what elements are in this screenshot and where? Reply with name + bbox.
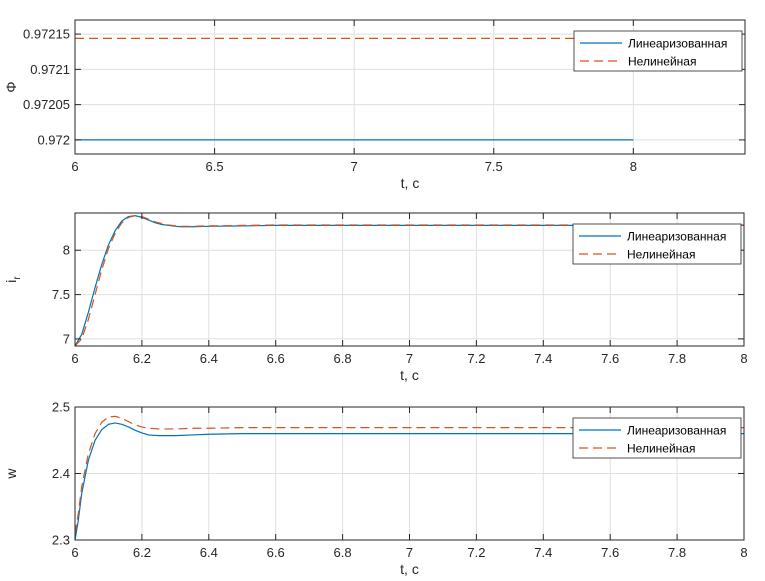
chart1-y-tick-label-1: 0.97205 [23, 97, 70, 112]
chart2-legend-box [572, 223, 742, 265]
chart3-legend-label-nonlinear: Нелинейная [627, 442, 695, 456]
chart3-x-axis-label: t, c [400, 561, 419, 577]
chart3-y-axis-label: w [3, 468, 19, 480]
chart1-panel: 6 6.5 7 7.5 8 0.972 0.97205 0.9721 0.97215 t, c Φ Л… [3, 19, 746, 191]
chart2-x-tick-label-8: 7.6 [601, 351, 619, 366]
chart2-legend-label-nonlinear: Нелинейная [627, 248, 695, 262]
chart2-x-tick-label-4: 6.8 [334, 351, 352, 366]
chart2-y-tick-label-1: 7.5 [52, 287, 70, 302]
chart1-legend: Линеаризованная Нелинейная [573, 30, 743, 72]
chart1-x-tick-label-3: 7.5 [485, 159, 503, 174]
chart1-y-tick-label-2: 0.9721 [30, 62, 70, 77]
chart2-x-tick-label-2: 6.4 [200, 351, 218, 366]
chart3-x-tick-label-8: 7.6 [601, 545, 619, 560]
chart1-y-tick-label-0: 0.972 [37, 132, 70, 147]
chart3-y-tick-label-2: 2.5 [52, 400, 70, 415]
chart1-x-axis-label: t, c [401, 175, 420, 191]
chart3-x-tick-label-0: 6 [71, 545, 78, 560]
chart3-x-tick-label-2: 6.4 [200, 545, 218, 560]
chart3-legend: Линеаризованная Нелинейная [572, 417, 742, 459]
chart3-x-tick-label-5: 7 [406, 545, 413, 560]
chart3-panel: 6 6.2 6.4 6.6 6.8 7 7.2 7.4 7.6 7.8 8 2.3 2.4 2.5 t, c… [3, 400, 748, 578]
chart2-legend: Линеаризованная Нелинейная [572, 223, 742, 265]
chart3-x-tick-label-6: 7.2 [467, 545, 485, 560]
chart3-x-tick-label-4: 6.8 [334, 545, 352, 560]
chart3-legend-box [572, 417, 742, 459]
chart2-x-tick-label-1: 6.2 [133, 351, 151, 366]
chart2-y-tick-label-0: 7 [63, 331, 70, 346]
chart2-x-tick-label-7: 7.4 [534, 351, 552, 366]
chart2-y-tick-label-2: 8 [63, 243, 70, 258]
chart2-x-tick-label-10: 8 [740, 351, 747, 366]
chart2-series-linearized-line [75, 215, 744, 346]
chart3-y-tick-label-0: 2.3 [52, 533, 70, 548]
chart2-series-nonlinear-line [75, 215, 744, 346]
chart3-x-tick-label-10: 8 [740, 545, 747, 560]
chart3-x-tick-label-7: 7.4 [534, 545, 552, 560]
chart1-legend-box [573, 30, 743, 72]
chart1-legend-label-linearized: Линеаризованная [628, 37, 727, 51]
chart1-y-tick-label-3: 0.97215 [23, 27, 70, 42]
chart3-x-tick-label-3: 6.6 [267, 545, 285, 560]
chart2-x-tick-label-9: 7.8 [668, 351, 686, 366]
chart2-x-tick-label-6: 7.2 [467, 351, 485, 366]
chart2-y-axis-label-subscript: r [12, 276, 23, 280]
chart2-y-axis-label: ir [3, 276, 23, 283]
chart1-x-tick-label-1: 6.5 [206, 159, 224, 174]
chart2-panel: 6 6.2 6.4 6.6 6.8 7 7.2 7.4 7.6 7.8 8 7 7.5 8 t, c ir Ли… [3, 212, 748, 383]
chart3-legend-label-linearized: Линеаризованная [627, 424, 726, 438]
chart1-x-tick-label-0: 6 [71, 159, 78, 174]
chart2-legend-label-linearized: Линеаризованная [627, 230, 726, 244]
chart1-y-axis-label: Φ [3, 81, 19, 92]
chart3-y-tick-label-1: 2.4 [52, 466, 70, 481]
chart1-x-tick-label-4: 8 [630, 159, 637, 174]
chart2-x-tick-label-5: 7 [406, 351, 413, 366]
chart2-x-tick-label-3: 6.6 [267, 351, 285, 366]
chart3-x-tick-label-1: 6.2 [133, 545, 151, 560]
chart1-legend-label-nonlinear: Нелинейная [628, 55, 696, 69]
chart3-series-linearized-line [75, 422, 744, 540]
chart1-axes-frame [74, 19, 746, 155]
chart3-x-tick-label-9: 7.8 [668, 545, 686, 560]
chart2-x-tick-label-0: 6 [71, 351, 78, 366]
chart2-x-axis-label: t, c [400, 367, 419, 383]
chart1-x-tick-label-2: 7 [351, 159, 358, 174]
chart3-series-nonlinear-line [75, 415, 744, 534]
